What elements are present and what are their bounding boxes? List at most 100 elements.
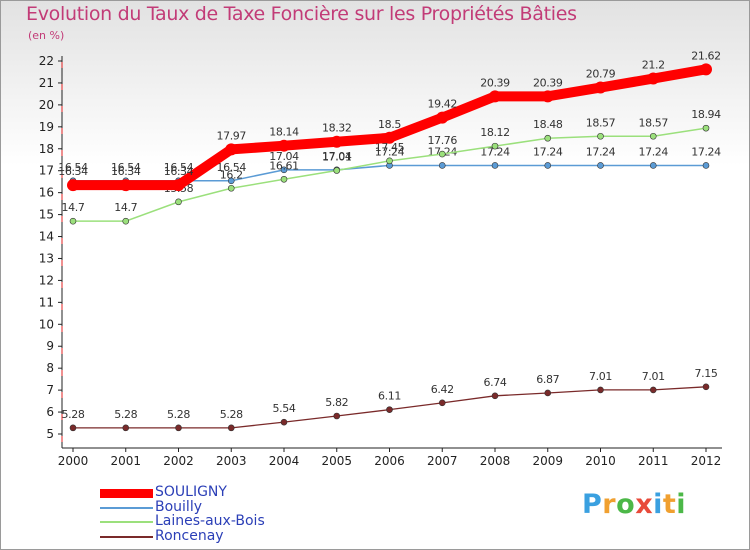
data-label-laines-aux-bois: 18.57 — [639, 116, 669, 129]
data-label-roncenay: 7.01 — [589, 370, 612, 383]
data-point-souligny — [225, 143, 238, 156]
data-label-laines-aux-bois: 16.61 — [269, 159, 299, 172]
y-tick-label: 5 — [46, 427, 54, 441]
data-label-bouilly: 17.24 — [480, 145, 510, 158]
data-point-souligny — [330, 135, 343, 148]
data-point-souligny — [541, 90, 554, 103]
data-label-bouilly: 16.54 — [164, 161, 194, 174]
y-axis-unit: (en %) — [28, 29, 65, 42]
data-point-souligny — [119, 179, 132, 192]
data-label-laines-aux-bois: 18.57 — [586, 116, 616, 129]
x-tick-label: 2005 — [321, 454, 352, 468]
data-label-souligny: 18.14 — [269, 126, 299, 139]
data-label-roncenay: 5.28 — [114, 408, 137, 421]
data-point-laines-aux-bois — [175, 198, 182, 206]
data-point-bouilly — [438, 162, 446, 169]
data-point-roncenay — [649, 386, 657, 394]
data-label-bouilly: 16.54 — [58, 161, 88, 174]
x-tick-label: 2006 — [374, 454, 405, 468]
logo-letter: r — [602, 489, 617, 520]
data-point-roncenay — [544, 389, 552, 397]
chart-title: Evolution du Taux de Taxe Foncière sur l… — [26, 3, 577, 25]
y-tick-label: 12 — [39, 273, 54, 287]
data-point-laines-aux-bois — [597, 132, 604, 140]
logo-letter: i — [653, 489, 663, 520]
data-point-roncenay — [386, 406, 393, 413]
legend-label: Laines-aux-Bois — [155, 513, 265, 529]
logo-letter: o — [616, 489, 636, 520]
y-tick-label: 21 — [39, 76, 54, 90]
data-label-laines-aux-bois: 14.7 — [114, 201, 137, 214]
x-tick-label: 2001 — [110, 454, 141, 468]
data-label-roncenay: 5.82 — [325, 396, 348, 409]
data-point-souligny — [172, 179, 185, 192]
data-point-roncenay — [491, 392, 499, 400]
data-label-laines-aux-bois: 17.01 — [322, 150, 352, 163]
data-label-laines-aux-bois: 16.2 — [220, 168, 243, 181]
data-label-roncenay: 6.42 — [431, 383, 454, 396]
data-label-bouilly: 17.24 — [691, 145, 721, 158]
y-tick-label: 14 — [39, 230, 54, 244]
data-label-bouilly: 17.24 — [375, 145, 405, 158]
y-tick-label: 16 — [39, 186, 54, 200]
data-label-roncenay: 6.11 — [378, 390, 401, 403]
data-label-bouilly: 17.24 — [586, 145, 616, 158]
logo-letter: i — [676, 489, 687, 520]
data-label-souligny: 20.39 — [480, 76, 510, 89]
data-point-souligny — [436, 111, 449, 124]
data-label-roncenay: 5.54 — [273, 402, 296, 415]
data-point-laines-aux-bois — [491, 142, 499, 150]
data-label-laines-aux-bois: 18.12 — [480, 126, 510, 139]
data-point-roncenay — [175, 424, 182, 432]
data-label-souligny: 18.5 — [378, 118, 401, 131]
data-point-bouilly — [597, 162, 604, 169]
x-tick-label: 2010 — [585, 454, 616, 468]
data-label-souligny: 21.62 — [691, 49, 721, 62]
y-tick-label: 13 — [39, 251, 54, 265]
data-point-roncenay — [438, 399, 446, 407]
data-point-roncenay — [122, 424, 130, 432]
data-label-roncenay: 7.15 — [695, 367, 718, 380]
x-tick-label: 2008 — [480, 454, 511, 468]
logo-letter: P — [582, 489, 603, 520]
data-label-souligny: 16.34 — [164, 165, 194, 178]
data-point-roncenay — [280, 418, 288, 426]
y-tick-label: 8 — [46, 361, 54, 375]
logo-letter: t — [662, 489, 677, 520]
data-label-laines-aux-bois: 14.7 — [62, 201, 85, 214]
data-label-roncenay: 5.28 — [62, 408, 85, 421]
data-point-laines-aux-bois — [386, 157, 393, 165]
data-point-souligny — [594, 81, 607, 94]
data-point-laines-aux-bois — [333, 167, 341, 174]
data-label-roncenay: 5.28 — [167, 408, 190, 421]
data-point-bouilly — [227, 177, 235, 185]
data-point-laines-aux-bois — [69, 217, 77, 225]
y-tick-label: 9 — [46, 339, 54, 353]
data-point-bouilly — [649, 162, 657, 169]
data-point-laines-aux-bois — [702, 124, 710, 132]
legend-label: Bouilly — [155, 498, 202, 515]
data-label-souligny: 20.79 — [586, 68, 616, 81]
y-tick-label: 19 — [39, 120, 54, 134]
data-point-roncenay — [597, 386, 604, 394]
legend-swatch — [100, 489, 153, 498]
data-point-bouilly — [280, 166, 288, 174]
data-label-bouilly: 17.04 — [322, 150, 352, 163]
y-tick-label: 20 — [39, 98, 54, 112]
data-label-bouilly: 17.24 — [639, 145, 669, 158]
data-label-souligny: 16.34 — [58, 165, 88, 178]
data-label-roncenay: 5.28 — [220, 408, 243, 421]
data-point-bouilly — [702, 162, 710, 169]
data-label-bouilly: 16.54 — [111, 161, 141, 174]
data-label-laines-aux-bois: 18.94 — [691, 108, 721, 121]
y-tick-label: 17 — [39, 164, 54, 178]
data-point-souligny — [489, 90, 501, 103]
data-label-bouilly: 16.54 — [217, 161, 247, 174]
data-point-roncenay — [333, 412, 341, 420]
data-point-roncenay — [702, 383, 710, 391]
data-label-souligny: 21.2 — [642, 59, 665, 72]
data-point-laines-aux-bois — [544, 134, 552, 142]
x-tick-label: 2003 — [216, 454, 247, 468]
data-label-laines-aux-bois: 17.45 — [375, 141, 405, 154]
